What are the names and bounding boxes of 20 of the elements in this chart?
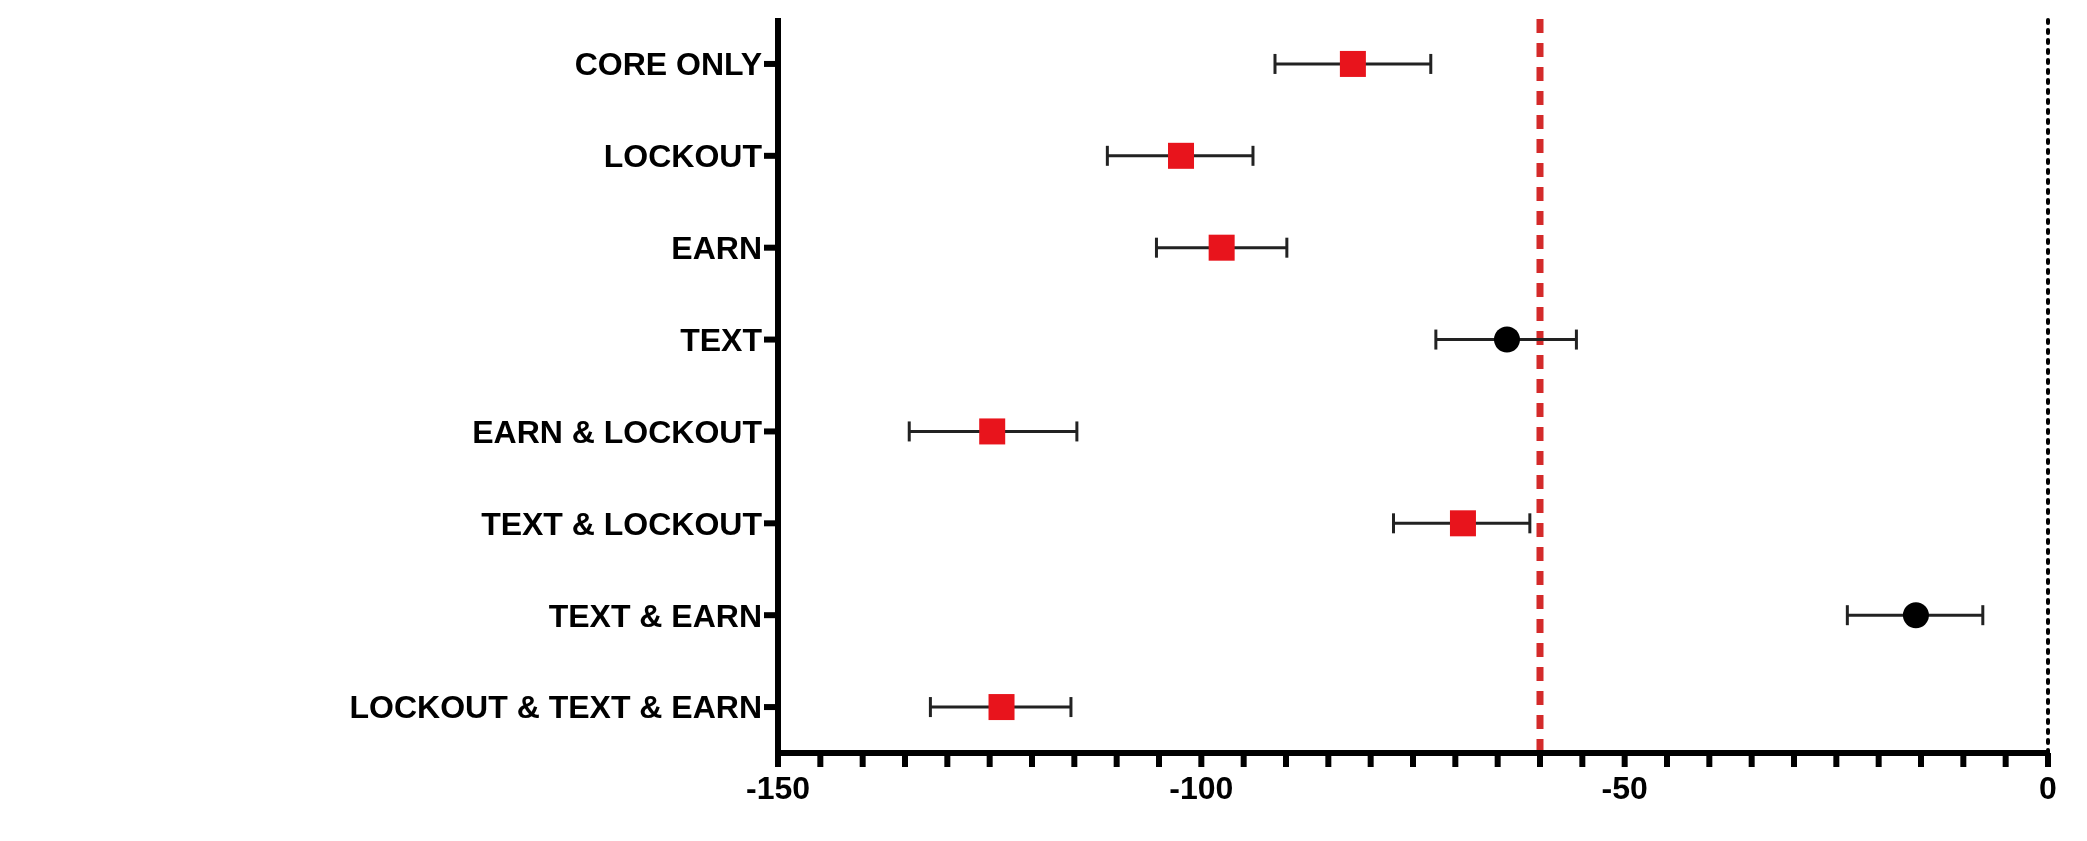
x-tick-label: -50 (1601, 770, 1648, 806)
point (979, 418, 1006, 445)
y-tick-label: EARN (671, 230, 762, 267)
point (1339, 50, 1366, 77)
point (988, 694, 1015, 721)
y-tick-label: EARN & LOCKOUT (472, 413, 763, 450)
x-tick-label: 0 (2039, 770, 2057, 806)
y-tick-label: TEXT & LOCKOUT (481, 505, 763, 542)
point (1902, 602, 1929, 629)
x-tick-label: -150 (745, 770, 811, 806)
point (1208, 234, 1235, 261)
y-tick-label: TEXT & EARN (548, 597, 762, 634)
point (1449, 510, 1476, 537)
y-tick-label: LOCKOUT & TEXT & EARN (349, 689, 762, 726)
x-tick-label: -100 (1169, 770, 1234, 806)
y-tick-label: TEXT (680, 321, 763, 358)
y-tick-label: CORE ONLY (574, 46, 762, 83)
point (1168, 142, 1195, 169)
point (1493, 326, 1520, 353)
y-tick-label: LOCKOUT (603, 138, 763, 175)
